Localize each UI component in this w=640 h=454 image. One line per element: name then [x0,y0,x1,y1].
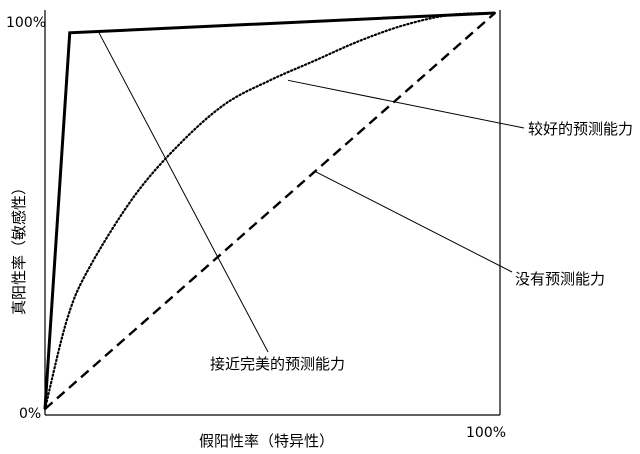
annotation-good: 较好的预测能力 [528,120,633,138]
leader-line-none [314,170,513,273]
leader-line-good [287,79,525,129]
good-curve [43,11,497,411]
no-prediction-diagonal [44,12,496,410]
y-axis-title: 真阳性率（敏感性） [10,180,28,315]
x-tick-label-right: 100% [466,425,506,441]
x-axis-title: 假阳性率（特异性） [199,432,334,450]
y-tick-label-top: 100% [6,15,46,31]
origin-tick-label: 0% [19,406,41,422]
annotation-near-perfect: 接近完美的预测能力 [210,355,345,373]
near-perfect-curve [43,11,496,410]
annotation-none: 没有预测能力 [515,270,605,288]
leader-line-near-perfect [98,32,269,353]
